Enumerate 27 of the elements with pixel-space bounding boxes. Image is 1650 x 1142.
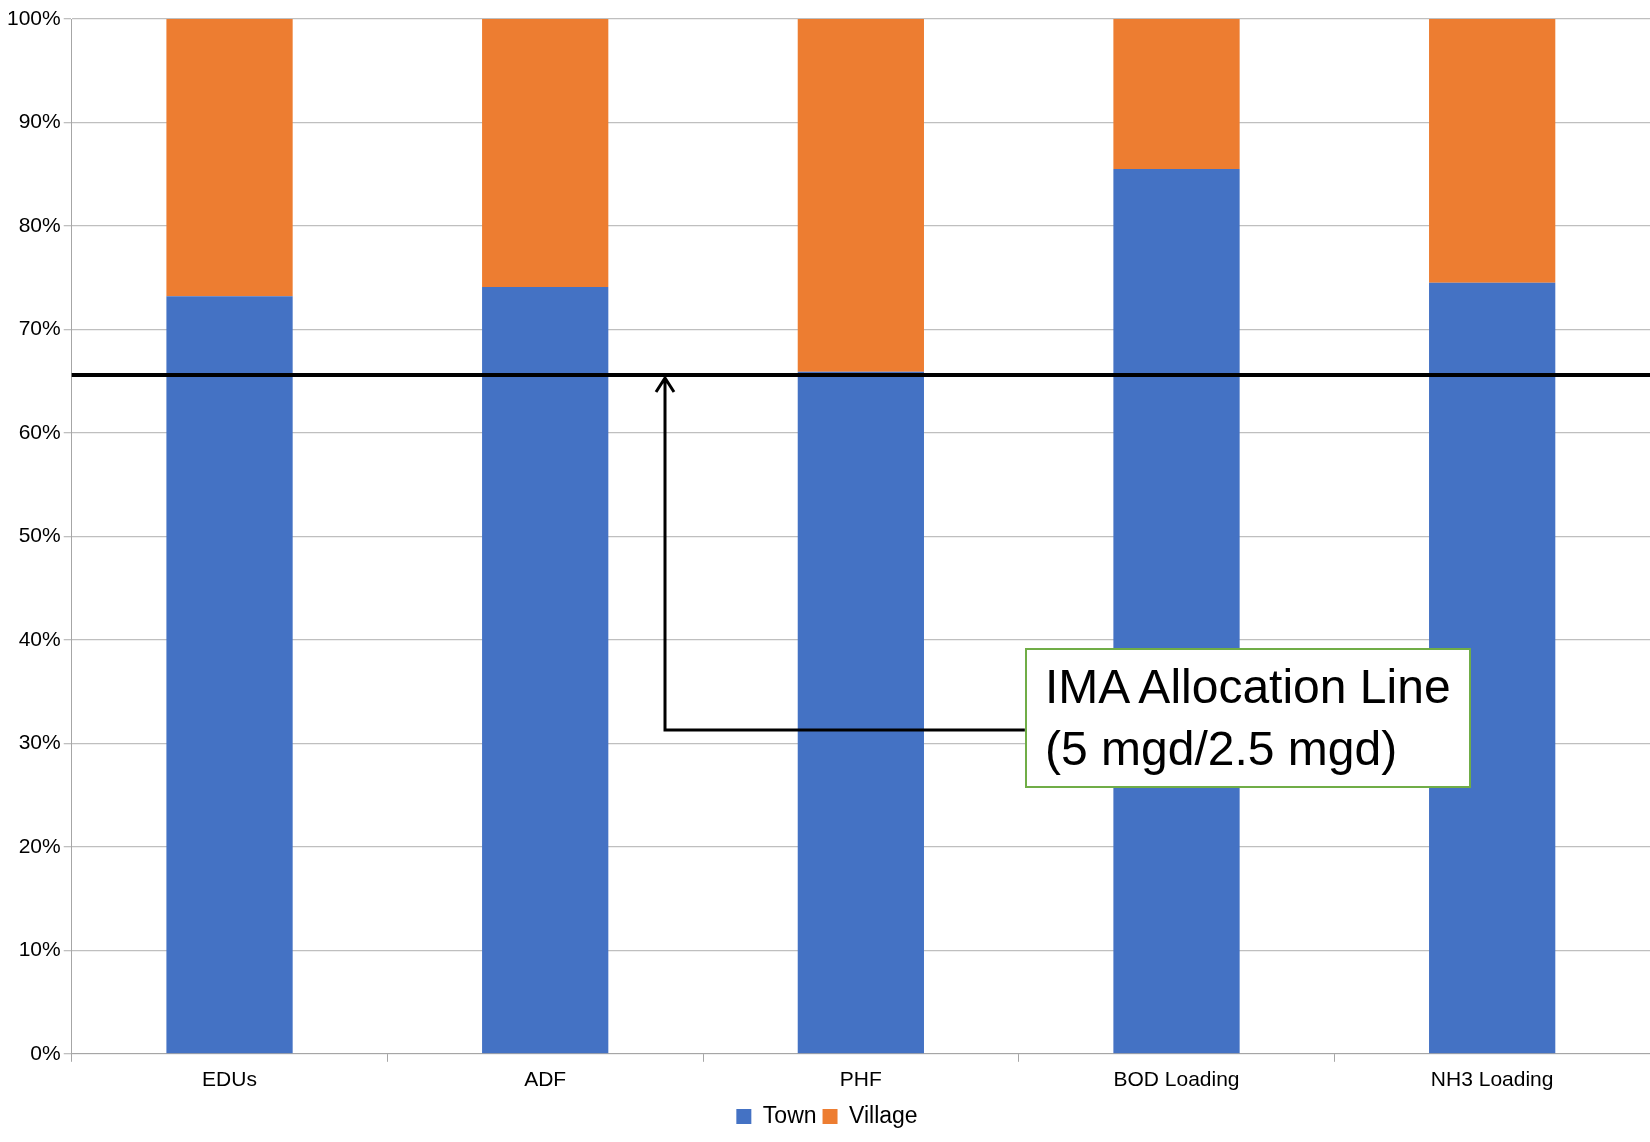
- bar: [797, 371, 924, 1054]
- bar: [166, 296, 293, 1054]
- y-tick-label: 80%: [18, 212, 61, 236]
- bar: [1429, 19, 1556, 283]
- bar: [797, 19, 924, 372]
- y-tick-label: 70%: [18, 316, 61, 340]
- y-tick-label: 90%: [18, 109, 61, 133]
- y-tick-label: 100%: [6, 5, 61, 29]
- y-tick-label: 0%: [30, 1040, 61, 1064]
- ref-line-label: IMA Allocation Line (5 mgd/2.5 mgd): [1024, 648, 1471, 789]
- y-tick-label: 20%: [18, 833, 61, 857]
- y-tick-label: 30%: [18, 730, 61, 754]
- legend-label: Village: [849, 1101, 918, 1128]
- x-tick-label: ADF: [524, 1067, 567, 1091]
- y-tick-label: 60%: [18, 419, 61, 443]
- x-tick-label: PHF: [839, 1067, 882, 1091]
- y-tick-label: 50%: [18, 523, 61, 547]
- x-tick-label: NH3 Loading: [1430, 1067, 1554, 1091]
- bar: [482, 19, 609, 288]
- y-tick-label: 40%: [18, 626, 61, 650]
- bar: [166, 19, 293, 297]
- legend-label: Town: [762, 1101, 817, 1128]
- x-tick-label: BOD Loading: [1113, 1067, 1240, 1091]
- y-tick-label: 10%: [18, 937, 61, 961]
- bar: [1113, 19, 1240, 170]
- x-tick-label: EDUs: [202, 1067, 257, 1091]
- bar: [482, 287, 609, 1054]
